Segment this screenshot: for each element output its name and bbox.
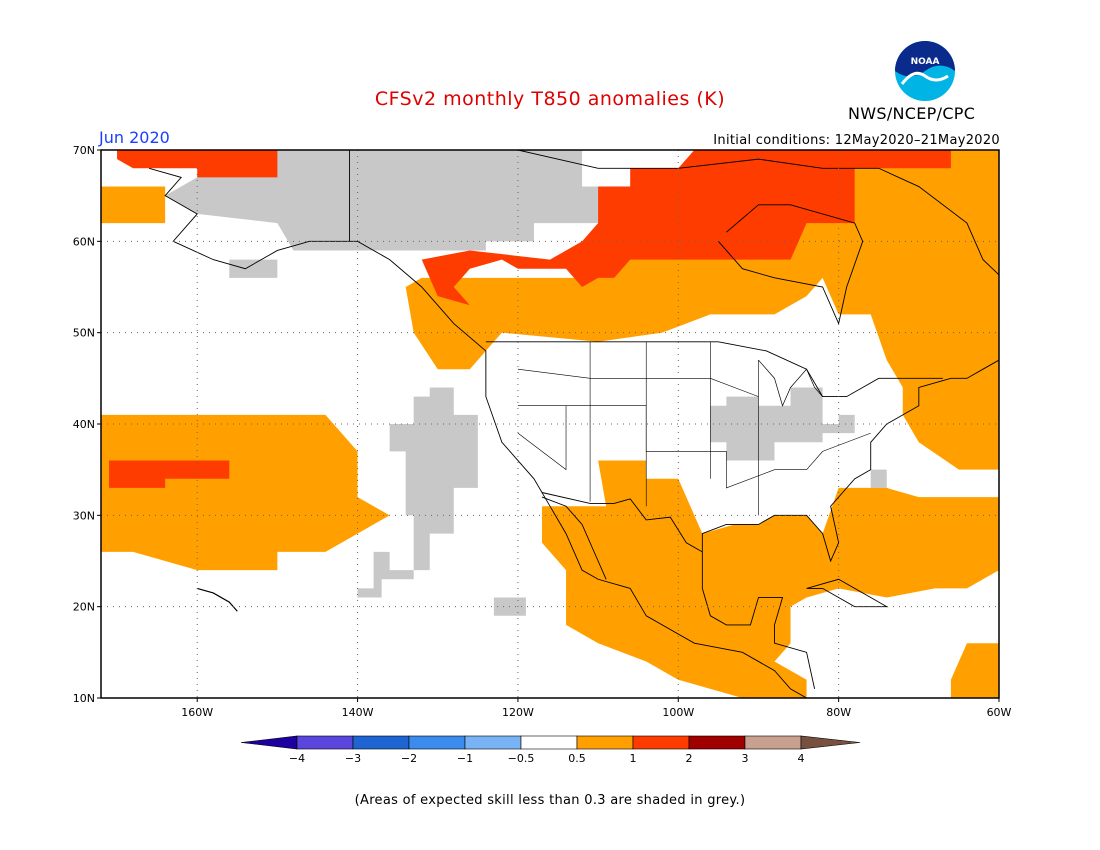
- red-area-pacific: [109, 460, 230, 488]
- great-lakes-outline: [758, 359, 823, 407]
- lon-tick-label: 60W: [987, 706, 1012, 719]
- grey-area-pacific: [357, 387, 478, 598]
- state-lines-g: [517, 405, 567, 471]
- legend-swatch: [520, 735, 578, 750]
- red-area-canada: [421, 150, 951, 306]
- legend-swatch: [408, 735, 466, 750]
- forecast-month: Jun 2020: [99, 128, 170, 147]
- red-area-alaska-north: [117, 150, 278, 178]
- lon-tick-label: 140W: [342, 706, 374, 719]
- agency-label: NWS/NCEP/CPC: [848, 104, 976, 123]
- legend-swatch: [296, 735, 354, 750]
- map-title: CFSv2 monthly T850 anomalies (K): [374, 88, 726, 110]
- legend-swatch: [632, 735, 690, 750]
- grey-area-midwest: [710, 387, 855, 461]
- arctic-coastline: [517, 150, 999, 276]
- legend-swatch: [744, 735, 802, 750]
- gulf-of-california-coast: [541, 496, 607, 580]
- legend-label: −3: [344, 752, 362, 765]
- noaa-logo: NOAA: [894, 40, 956, 102]
- initial-conditions: Initial conditions: 12May2020–21May2020: [713, 133, 1000, 148]
- legend-label: 0.5: [568, 752, 586, 765]
- legend-swatch: [464, 735, 522, 750]
- legend-arrow-min: [240, 735, 298, 750]
- orange-area-pacific-west: [101, 414, 390, 571]
- legend-swatch: [352, 735, 410, 750]
- legend-label: 1: [629, 752, 637, 765]
- lat-tick-label: 10N: [73, 692, 95, 705]
- lat-tick-label: 40N: [73, 418, 95, 431]
- orange-area-caribbean: [950, 643, 999, 698]
- legend-label: −4: [288, 752, 306, 765]
- cuba-outline: [806, 578, 889, 608]
- state-lines-f: [517, 368, 759, 397]
- us-mexico-border: [541, 492, 703, 553]
- lon-tick-label: 100W: [662, 706, 694, 719]
- lat-tick-label: 30N: [73, 509, 95, 522]
- orange-area-bering: [101, 186, 166, 224]
- legend-label: −0.5: [507, 752, 535, 765]
- lat-tick-label: 70N: [73, 144, 95, 157]
- orange-area-canada: [405, 150, 999, 470]
- lat-tick-label: 50N: [73, 327, 95, 340]
- lon-tick-label: 120W: [502, 706, 534, 719]
- grey-area-atlantic: [870, 469, 887, 488]
- legend-swatch: [688, 735, 746, 750]
- lon-tick-label: 160W: [181, 706, 213, 719]
- legend-label: −2: [400, 752, 418, 765]
- skill-footnote: (Areas of expected skill less than 0.3 a…: [354, 793, 746, 808]
- legend-swatch: [576, 735, 634, 750]
- hudson-bay-coast: [718, 204, 864, 325]
- gulf-atlantic-coastline: [701, 359, 999, 563]
- pacific-coastline: [148, 167, 807, 698]
- orange-area-mexico-gulf: [541, 460, 999, 698]
- legend-label: 4: [797, 752, 805, 765]
- grey-area-yukon: [357, 150, 615, 242]
- logo-text: NOAA: [911, 57, 940, 67]
- legend-label: 3: [741, 752, 749, 765]
- legend-label: −1: [456, 752, 474, 765]
- legend-label: 2: [685, 752, 693, 765]
- lon-tick-label: 80W: [826, 706, 851, 719]
- lat-tick-label: 60N: [73, 235, 95, 248]
- lat-tick-label: 20N: [73, 601, 95, 614]
- legend-arrow-max: [800, 735, 861, 750]
- grey-area-aleutian: [229, 259, 278, 278]
